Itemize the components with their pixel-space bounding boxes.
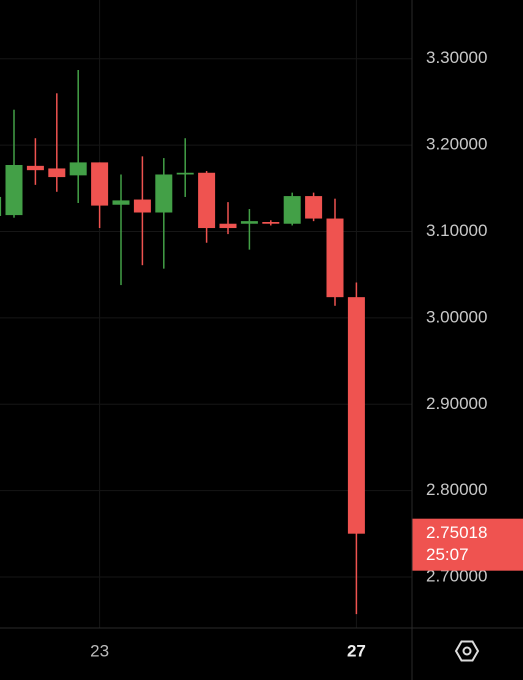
last-price-label: 2.75018 xyxy=(426,523,487,542)
y-tick-label: 3.10000 xyxy=(426,221,487,240)
candle-body xyxy=(48,168,66,178)
candle-body xyxy=(155,174,173,213)
y-tick-label: 2.90000 xyxy=(426,394,487,413)
settings-hexagon[interactable] xyxy=(454,640,480,662)
candle-body xyxy=(198,172,216,229)
settings-dot[interactable] xyxy=(462,646,472,656)
y-tick-label: 2.80000 xyxy=(426,480,487,499)
y-tick-label: 3.20000 xyxy=(426,135,487,154)
candle-body xyxy=(69,162,87,176)
candle-body xyxy=(283,196,301,224)
candle-body xyxy=(5,164,23,216)
candle-body xyxy=(262,222,280,224)
candle-body xyxy=(112,200,130,205)
candle-body xyxy=(240,221,258,224)
candle-body xyxy=(176,172,194,175)
candle-body xyxy=(0,196,2,216)
y-tick-label: 2.70000 xyxy=(426,567,487,586)
candle-body xyxy=(133,199,151,213)
candle-body xyxy=(347,297,365,534)
y-tick-label: 3.00000 xyxy=(426,307,487,326)
candle-body xyxy=(326,218,344,298)
candle-body xyxy=(26,165,44,171)
settings-icon[interactable] xyxy=(454,640,480,662)
x-tick-label: 27 xyxy=(347,641,366,660)
x-tick-label: 23 xyxy=(90,641,109,660)
y-tick-label: 3.30000 xyxy=(426,48,487,67)
candle-body xyxy=(305,196,323,219)
candle-body xyxy=(219,223,237,229)
countdown-label: 25:07 xyxy=(426,545,469,564)
candle-body xyxy=(91,162,109,206)
last-price-tag xyxy=(412,518,523,571)
